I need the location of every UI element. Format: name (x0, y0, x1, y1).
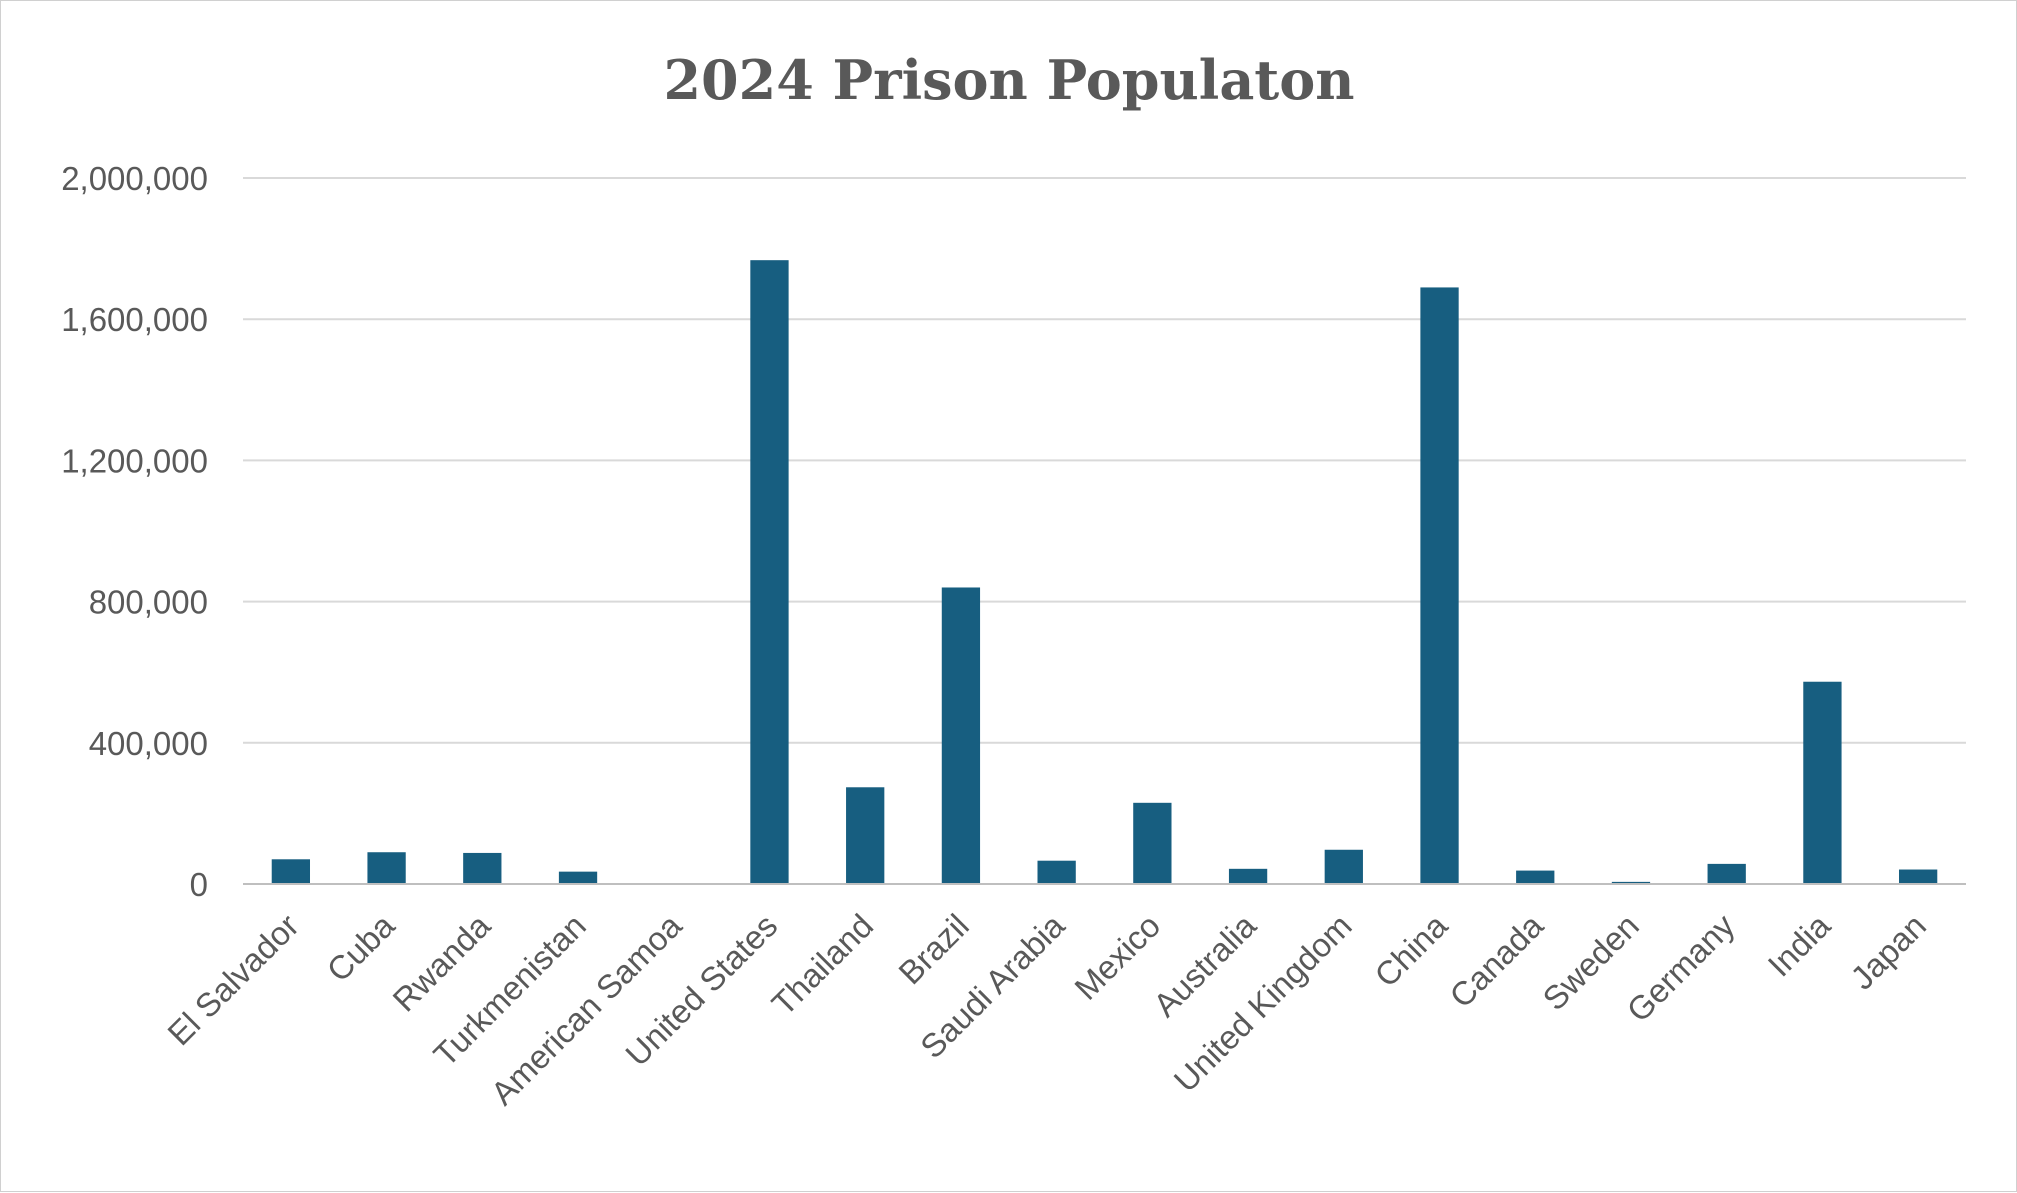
y-tick-label: 2,000,000 (61, 160, 208, 197)
bar-canada (1516, 871, 1554, 884)
x-tick-label: El Salvador (160, 907, 305, 1052)
x-tick-label: Cuba (320, 906, 402, 988)
bar-united-states (750, 260, 788, 884)
bar-thailand (846, 787, 884, 884)
x-tick-label: Germany (1620, 906, 1742, 1028)
bar-united-kingdom (1325, 850, 1363, 884)
x-tick-label: Canada (1442, 906, 1550, 1014)
bars (272, 260, 1938, 884)
y-tick-label: 1,200,000 (61, 442, 208, 479)
x-tick-label: India (1761, 906, 1838, 983)
bar-australia (1229, 869, 1267, 884)
x-tick-label: Thailand (764, 907, 880, 1023)
y-tick-label: 0 (190, 866, 208, 903)
x-tick-label: United Kingdom (1167, 907, 1359, 1099)
bar-india (1803, 682, 1841, 884)
gridlines (243, 178, 1966, 743)
x-tick-label: Brazil (891, 907, 976, 992)
bar-cuba (367, 852, 405, 884)
bar-rwanda (463, 853, 501, 884)
y-axis-tick-labels: 0 400,000 800,000 1,200,000 1,600,000 2,000,0… (61, 160, 208, 903)
bar-germany (1708, 864, 1746, 884)
y-tick-label: 800,000 (89, 584, 208, 621)
bar-mexico (1133, 803, 1171, 884)
x-tick-label: Japan (1843, 907, 1933, 997)
bar-el-salvador (272, 859, 310, 884)
y-tick-label: 400,000 (89, 725, 208, 762)
bar-japan (1899, 870, 1937, 884)
chart-title: 2024 Prison Populaton (663, 48, 1354, 112)
bar-brazil (942, 587, 980, 884)
bar-saudi-arabia (1037, 861, 1075, 884)
bar-china (1420, 287, 1458, 884)
y-tick-label: 1,600,000 (61, 301, 208, 338)
x-tick-label: China (1367, 906, 1455, 994)
bar-turkmenistan (559, 872, 597, 884)
